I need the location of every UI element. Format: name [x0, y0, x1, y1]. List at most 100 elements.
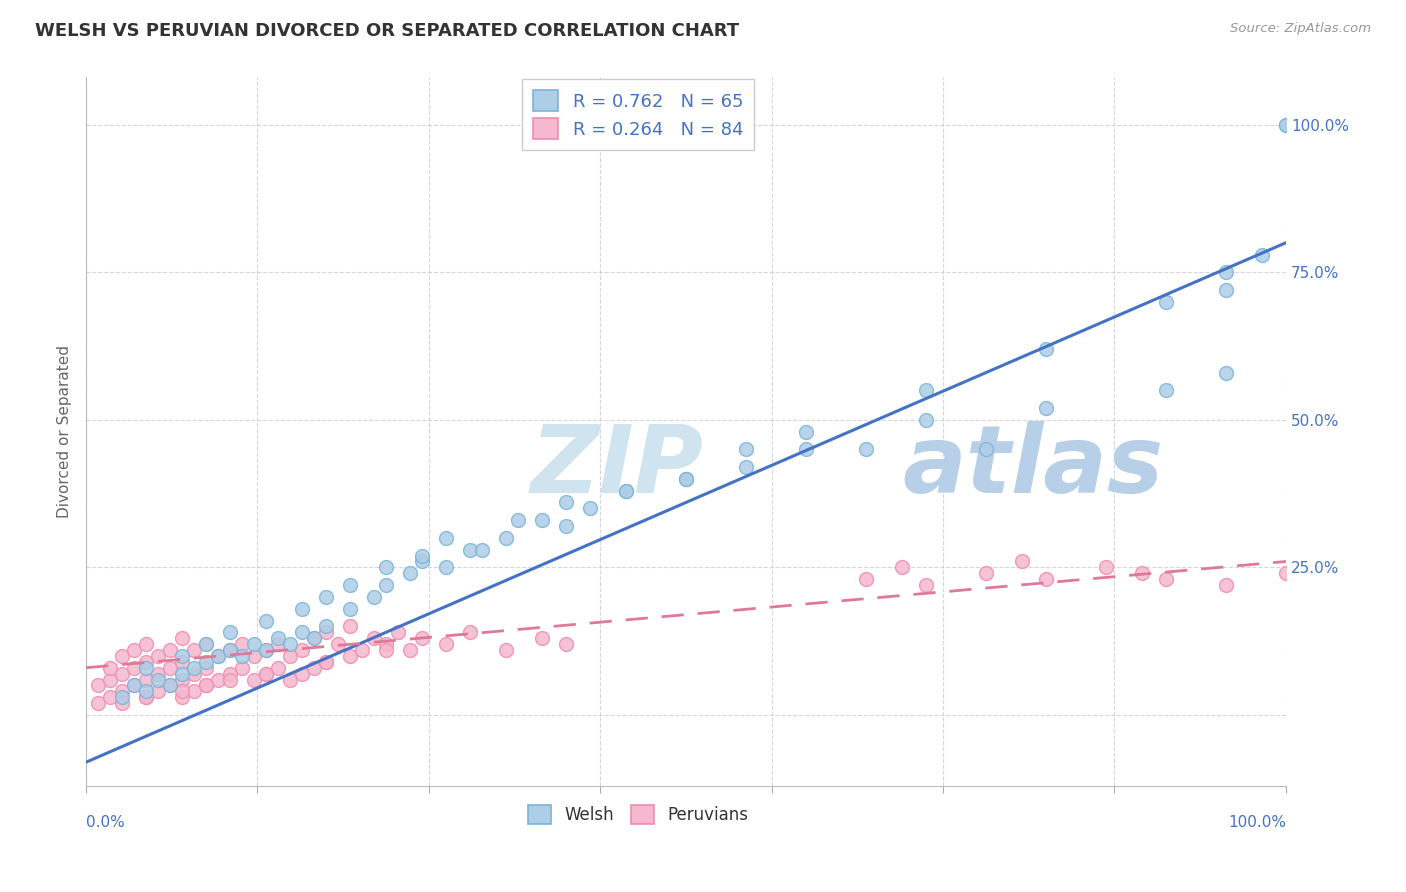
Point	[135, 655, 157, 669]
Point	[1130, 566, 1153, 581]
Point	[207, 673, 229, 687]
Point	[254, 643, 277, 657]
Point	[170, 673, 193, 687]
Point	[291, 666, 314, 681]
Point	[243, 673, 266, 687]
Point	[915, 578, 938, 592]
Point	[915, 384, 938, 398]
Point	[1011, 554, 1033, 568]
Point	[735, 442, 758, 457]
Point	[111, 648, 134, 663]
Point	[399, 566, 422, 581]
Point	[375, 578, 398, 592]
Point	[135, 637, 157, 651]
Point	[98, 673, 121, 687]
Point	[375, 643, 398, 657]
Point	[170, 684, 193, 698]
Point	[278, 673, 301, 687]
Point	[170, 690, 193, 705]
Point	[135, 661, 157, 675]
Text: ZIP: ZIP	[530, 421, 703, 513]
Point	[170, 631, 193, 645]
Y-axis label: Divorced or Separated: Divorced or Separated	[58, 345, 72, 518]
Point	[122, 661, 145, 675]
Point	[363, 590, 385, 604]
Point	[1035, 572, 1057, 586]
Point	[794, 425, 817, 439]
Point	[363, 631, 385, 645]
Point	[170, 666, 193, 681]
Point	[1275, 118, 1298, 132]
Point	[915, 413, 938, 427]
Point	[170, 655, 193, 669]
Point	[291, 625, 314, 640]
Point	[231, 637, 253, 651]
Point	[267, 661, 290, 675]
Point	[267, 637, 290, 651]
Point	[146, 666, 169, 681]
Point	[278, 637, 301, 651]
Point	[855, 572, 877, 586]
Point	[219, 643, 242, 657]
Point	[243, 648, 266, 663]
Point	[195, 637, 218, 651]
Point	[974, 442, 997, 457]
Point	[302, 631, 325, 645]
Point	[243, 637, 266, 651]
Point	[326, 637, 349, 651]
Point	[146, 684, 169, 698]
Point	[675, 472, 697, 486]
Point	[291, 643, 314, 657]
Text: WELSH VS PERUVIAN DIVORCED OR SEPARATED CORRELATION CHART: WELSH VS PERUVIAN DIVORCED OR SEPARATED …	[35, 22, 740, 40]
Point	[411, 554, 433, 568]
Point	[87, 696, 110, 710]
Point	[159, 661, 181, 675]
Point	[159, 643, 181, 657]
Point	[1275, 566, 1298, 581]
Point	[1035, 342, 1057, 356]
Point	[195, 678, 218, 692]
Point	[267, 631, 290, 645]
Point	[254, 643, 277, 657]
Point	[135, 673, 157, 687]
Point	[195, 637, 218, 651]
Point	[111, 666, 134, 681]
Point	[254, 666, 277, 681]
Point	[339, 578, 361, 592]
Point	[579, 501, 602, 516]
Point	[146, 673, 169, 687]
Point	[735, 460, 758, 475]
Text: 100.0%: 100.0%	[1227, 815, 1286, 830]
Point	[458, 625, 481, 640]
Point	[531, 631, 554, 645]
Point	[183, 643, 205, 657]
Point	[399, 643, 422, 657]
Point	[1154, 572, 1177, 586]
Point	[1215, 366, 1237, 380]
Point	[315, 619, 337, 633]
Point	[555, 519, 578, 533]
Point	[219, 666, 242, 681]
Point	[339, 619, 361, 633]
Point	[471, 542, 494, 557]
Point	[531, 513, 554, 527]
Point	[195, 655, 218, 669]
Text: atlas: atlas	[903, 421, 1163, 513]
Point	[219, 625, 242, 640]
Point	[350, 643, 373, 657]
Legend: Welsh, Peruvians: Welsh, Peruvians	[517, 795, 758, 834]
Point	[111, 690, 134, 705]
Point	[135, 690, 157, 705]
Point	[794, 442, 817, 457]
Point	[555, 495, 578, 509]
Point	[434, 560, 457, 574]
Point	[254, 666, 277, 681]
Point	[122, 643, 145, 657]
Point	[375, 637, 398, 651]
Point	[122, 678, 145, 692]
Point	[675, 472, 697, 486]
Point	[195, 678, 218, 692]
Point	[159, 678, 181, 692]
Point	[98, 661, 121, 675]
Point	[315, 655, 337, 669]
